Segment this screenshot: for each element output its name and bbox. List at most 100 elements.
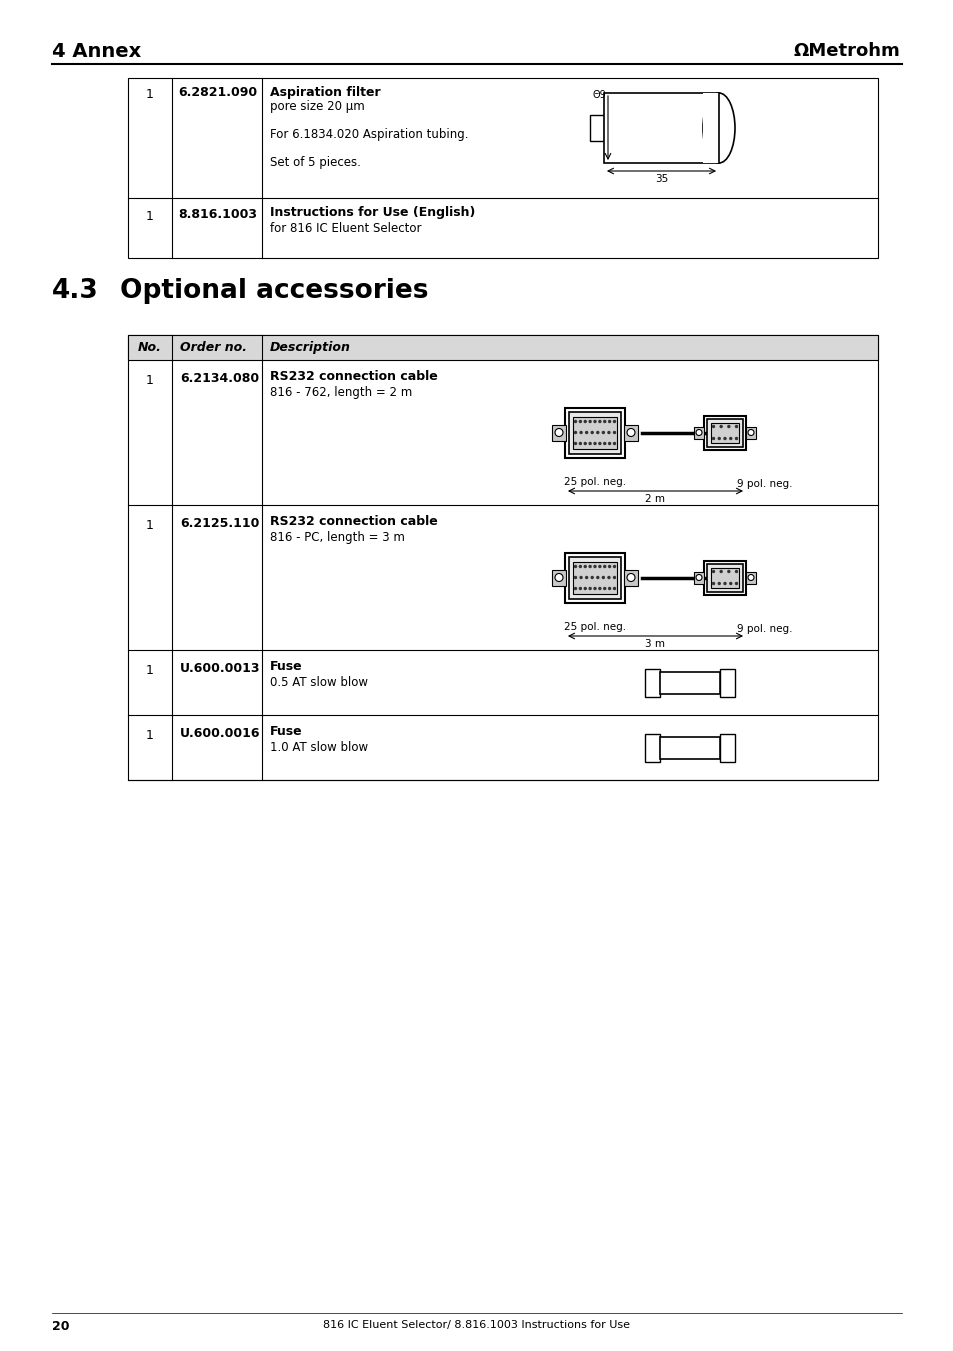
Text: Fuse: Fuse: [270, 725, 302, 738]
Circle shape: [712, 570, 714, 573]
Circle shape: [608, 588, 610, 589]
Text: 20: 20: [52, 1320, 70, 1333]
Circle shape: [598, 566, 600, 567]
Bar: [573, 416, 617, 449]
Bar: [703, 561, 745, 594]
Text: 25 pol. neg.: 25 pol. neg.: [563, 621, 625, 632]
Circle shape: [603, 443, 605, 444]
Text: RS232 connection cable: RS232 connection cable: [270, 370, 437, 382]
Text: 1.0 AT slow blow: 1.0 AT slow blow: [270, 740, 368, 754]
Circle shape: [597, 577, 598, 578]
Circle shape: [723, 582, 725, 585]
Circle shape: [613, 577, 615, 578]
Circle shape: [585, 431, 587, 434]
Text: U.600.0016: U.600.0016: [180, 727, 260, 740]
Circle shape: [712, 426, 714, 427]
Circle shape: [601, 577, 603, 578]
Bar: [564, 553, 624, 603]
Circle shape: [594, 588, 596, 589]
Circle shape: [585, 577, 587, 578]
Circle shape: [574, 443, 576, 444]
Text: 2 m: 2 m: [645, 494, 665, 504]
Circle shape: [735, 426, 737, 427]
Bar: [745, 427, 755, 439]
Bar: [589, 115, 603, 142]
Circle shape: [613, 431, 615, 434]
Circle shape: [603, 420, 605, 423]
Bar: [623, 570, 638, 585]
Circle shape: [720, 570, 721, 573]
Text: 4.3: 4.3: [52, 278, 99, 304]
Circle shape: [747, 574, 753, 581]
Ellipse shape: [702, 93, 734, 163]
Bar: [573, 562, 617, 593]
Bar: [552, 424, 565, 440]
Circle shape: [555, 574, 562, 581]
Circle shape: [574, 577, 576, 578]
Bar: [564, 408, 624, 458]
Bar: [128, 78, 877, 258]
Bar: [659, 736, 720, 758]
Circle shape: [594, 566, 596, 567]
Text: 4 Annex: 4 Annex: [52, 42, 141, 61]
Bar: [644, 734, 659, 762]
Text: 1: 1: [146, 519, 153, 532]
Circle shape: [598, 588, 600, 589]
Text: 1: 1: [146, 663, 153, 677]
Circle shape: [727, 570, 729, 573]
Bar: [710, 567, 739, 588]
Circle shape: [626, 428, 635, 436]
Bar: [720, 734, 734, 762]
Text: Set of 5 pieces.: Set of 5 pieces.: [270, 155, 360, 169]
Bar: [128, 335, 877, 780]
Circle shape: [696, 574, 701, 581]
Circle shape: [613, 420, 615, 423]
Text: 35: 35: [654, 174, 667, 184]
Circle shape: [720, 426, 721, 427]
Text: For 6.1834.020 Aspiration tubing.: For 6.1834.020 Aspiration tubing.: [270, 128, 468, 141]
Circle shape: [578, 420, 580, 423]
Circle shape: [591, 431, 593, 434]
Circle shape: [712, 582, 714, 585]
Bar: [623, 424, 638, 440]
Text: for 816 IC Eluent Selector: for 816 IC Eluent Selector: [270, 222, 421, 235]
Circle shape: [718, 582, 720, 585]
Circle shape: [613, 588, 615, 589]
Circle shape: [735, 582, 737, 585]
Bar: [568, 412, 620, 454]
Circle shape: [747, 430, 753, 435]
Bar: [693, 571, 703, 584]
Bar: [659, 671, 720, 693]
Circle shape: [598, 420, 600, 423]
Text: 25 pol. neg.: 25 pol. neg.: [563, 477, 625, 486]
Circle shape: [607, 431, 609, 434]
Bar: [693, 427, 703, 439]
Text: 3 m: 3 m: [645, 639, 665, 648]
Text: Θ9: Θ9: [592, 91, 605, 100]
Text: 816 - PC, length = 3 m: 816 - PC, length = 3 m: [270, 531, 404, 544]
Bar: [702, 93, 719, 163]
Bar: [706, 419, 742, 446]
Circle shape: [583, 443, 586, 444]
Circle shape: [613, 443, 615, 444]
Text: RS232 connection cable: RS232 connection cable: [270, 515, 437, 528]
Text: Optional accessories: Optional accessories: [120, 278, 428, 304]
Circle shape: [578, 443, 580, 444]
Text: 9 pol. neg.: 9 pol. neg.: [737, 624, 792, 634]
Circle shape: [597, 431, 598, 434]
Circle shape: [574, 588, 576, 589]
Bar: [552, 570, 565, 585]
Text: 6.2821.090: 6.2821.090: [178, 86, 257, 99]
Text: 9 pol. neg.: 9 pol. neg.: [737, 480, 792, 489]
Circle shape: [589, 588, 591, 589]
Circle shape: [583, 420, 586, 423]
Text: 1: 1: [146, 209, 153, 223]
Circle shape: [594, 443, 596, 444]
Bar: [703, 416, 745, 450]
Text: 6.2125.110: 6.2125.110: [180, 517, 259, 530]
Circle shape: [578, 566, 580, 567]
Text: Order no.: Order no.: [180, 340, 247, 354]
Text: 816 IC Eluent Selector/ 8.816.1003 Instructions for Use: 816 IC Eluent Selector/ 8.816.1003 Instr…: [323, 1320, 630, 1329]
Circle shape: [727, 426, 729, 427]
Circle shape: [607, 577, 609, 578]
